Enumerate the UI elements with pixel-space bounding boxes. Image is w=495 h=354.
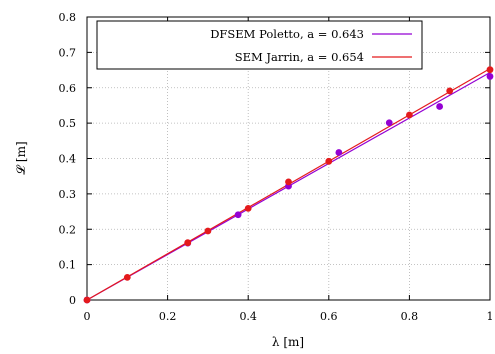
- data-points: [83, 66, 494, 304]
- data-point: [83, 296, 91, 304]
- legend-label-sem: SEM Jarrin, a = 0.654: [235, 50, 364, 64]
- data-point: [204, 227, 212, 235]
- data-point: [123, 273, 131, 281]
- y-tick-label: 0.1: [59, 259, 77, 272]
- data-point: [385, 119, 393, 127]
- y-tick-label: 0.7: [59, 46, 77, 59]
- x-axis-label: λ [m]: [272, 335, 304, 349]
- x-ticks: 0 0.2 0.4 0.6 0.8 1: [84, 17, 494, 323]
- data-point: [285, 178, 292, 186]
- data-point: [325, 157, 333, 165]
- data-point: [234, 211, 242, 219]
- legend-label-dfsem: DFSEM Poletto, a = 0.643: [210, 27, 364, 41]
- x-tick-label: 0.2: [159, 310, 177, 323]
- y-ticks: 0 0.1 0.2 0.3 0.4 0.5 0.6 0.7 0.8: [59, 11, 490, 307]
- data-point: [406, 111, 413, 119]
- y-axis-label: 𝓛 [m]: [14, 141, 28, 174]
- y-tick-label: 0: [69, 294, 76, 307]
- data-point: [244, 204, 252, 212]
- x-tick-label: 1: [487, 310, 494, 323]
- x-tick-label: 0.8: [401, 310, 419, 323]
- data-point: [446, 87, 454, 95]
- data-point: [335, 149, 343, 156]
- y-tick-label: 0.3: [59, 188, 77, 201]
- legend: DFSEM Poletto, a = 0.643 SEM Jarrin, a =…: [96, 20, 423, 70]
- legend-box: [96, 20, 423, 70]
- data-point: [184, 239, 192, 247]
- data-point: [486, 73, 494, 80]
- x-tick-label: 0.4: [239, 310, 257, 323]
- y-tick-label: 0.5: [59, 117, 77, 130]
- y-tick-label: 0.6: [59, 82, 77, 95]
- data-point: [486, 66, 494, 74]
- y-tick-label: 0.8: [59, 11, 77, 24]
- y-tick-label: 0.2: [59, 223, 77, 236]
- x-tick-label: 0.6: [320, 310, 338, 323]
- data-point: [436, 103, 444, 110]
- x-tick-label: 0: [84, 310, 91, 323]
- y-tick-label: 0.4: [59, 153, 77, 166]
